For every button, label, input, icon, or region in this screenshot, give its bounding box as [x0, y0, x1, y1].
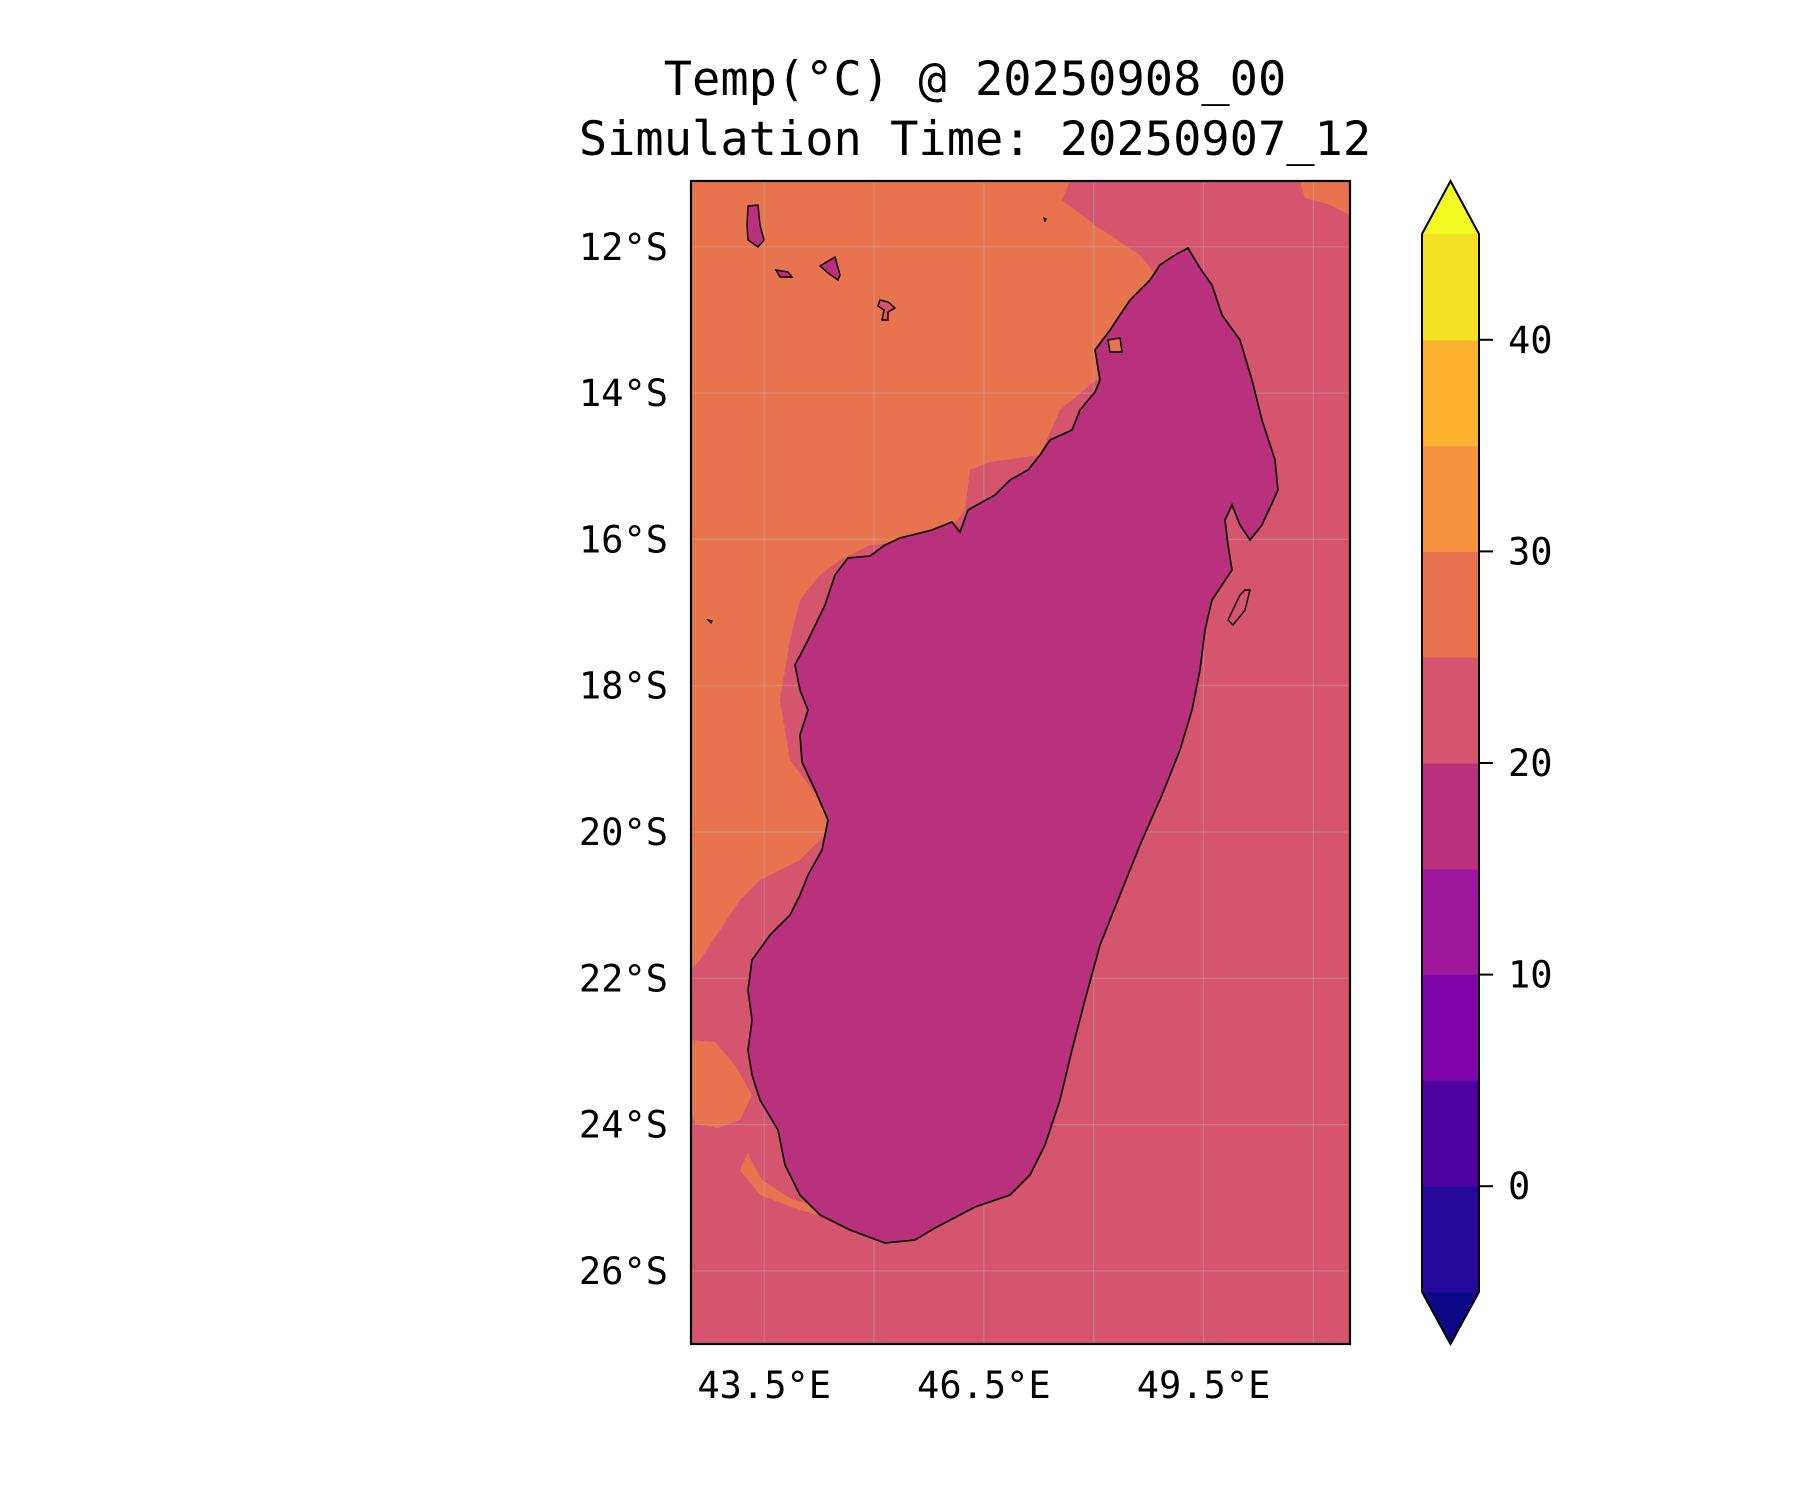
colorbar-band [1422, 868, 1479, 976]
colorbar-band [1422, 339, 1479, 447]
lat-tick-label: 16°S [579, 518, 668, 561]
island-juan-de-nova [706, 618, 713, 625]
lat-tick-label: 12°S [579, 226, 668, 269]
lon-tick-label: 43.5°E [697, 1364, 831, 1407]
lat-tick-label: 14°S [579, 372, 668, 415]
map-subtitle: Simulation Time: 20250907_12 [578, 112, 1372, 167]
island-nosy-be [1107, 337, 1123, 353]
ocean-west-warm-patch [691, 1040, 752, 1128]
map-area [691, 181, 1350, 1344]
island-north-tiny [1042, 216, 1047, 223]
colorbar-tick-label: 30 [1508, 530, 1553, 573]
colorbar-over-arrow [1422, 181, 1479, 234]
island-mayotte [877, 299, 897, 321]
lat-tick-label: 22°S [579, 957, 668, 1000]
lon-tick-label: 49.5°E [1137, 1364, 1271, 1407]
longitude-tick-labels: 43.5°E 46.5°E 49.5°E [697, 1364, 1270, 1407]
lat-tick-label: 18°S [579, 665, 668, 708]
lat-tick-label: 20°S [579, 811, 668, 854]
colorbar-tick-label: 40 [1508, 319, 1553, 362]
latitude-tick-labels: 12°S 14°S 16°S 18°S 20°S 22°S 24°S 26°S [579, 226, 668, 1293]
colorbar-outline [1421, 178, 1480, 1347]
colorbar-under-arrow [1422, 1292, 1479, 1344]
lat-tick-label: 24°S [579, 1104, 668, 1147]
colorbar-band [1422, 974, 1479, 1081]
colorbar-tick-label: 0 [1508, 1165, 1530, 1208]
map-title: Temp(°C) @ 20250908_00 [663, 52, 1287, 107]
ocean-west-fill [691, 181, 1160, 970]
colorbar-band [1422, 551, 1479, 658]
island-grande-comore [746, 204, 765, 248]
axes-frame [689, 179, 1352, 1346]
colorbar-tick-label: 10 [1508, 954, 1553, 997]
ocean-northeast-warm-patch [1300, 181, 1350, 215]
colorbar: 0 10 20 30 40 [1421, 178, 1553, 1347]
island-anjouan [818, 255, 841, 282]
island-sainte-marie [1227, 589, 1251, 627]
colorbar-band [1422, 1080, 1479, 1187]
colorbar-band [1422, 1186, 1479, 1293]
colorbar-tick-label: 20 [1508, 742, 1553, 785]
colorbar-band [1422, 657, 1479, 764]
colorbar-band [1422, 445, 1479, 552]
lat-tick-label: 26°S [579, 1250, 668, 1293]
lon-tick-label: 46.5°E [917, 1364, 1051, 1407]
colorbar-band [1422, 763, 1479, 870]
colorbar-band [1422, 234, 1479, 341]
island-moheli [774, 269, 794, 278]
